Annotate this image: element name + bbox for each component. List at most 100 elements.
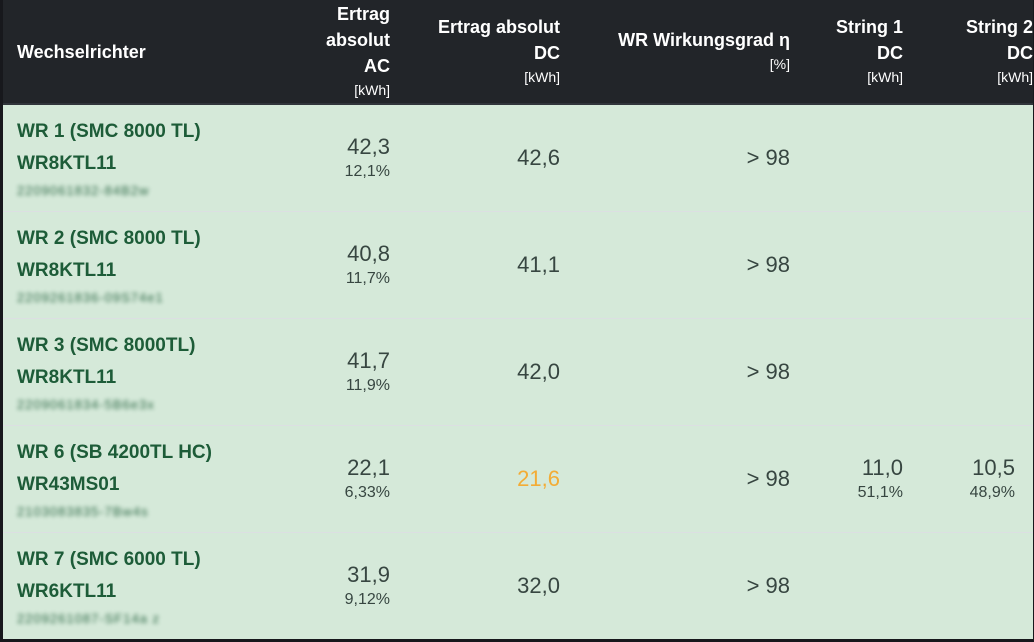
efficiency-cell: > 98	[560, 317, 790, 425]
ac-yield-cell: 22,1 6,33%	[283, 424, 390, 532]
inverter-name: WR 3 (SMC 8000TL)	[17, 335, 196, 356]
inverter-name: WR 7 (SMC 6000 TL)	[17, 549, 201, 571]
col-header-label: Wechselrichter	[17, 41, 146, 62]
inverter-model: WR8KTL11	[17, 153, 117, 175]
ac-yield-percent: 6,33%	[344, 483, 390, 501]
dc-yield-cell: 42,6	[390, 104, 560, 211]
inverter-serial-redacted: 2209261836-09S74e1	[17, 290, 164, 305]
col-header-label: String 2	[965, 17, 1033, 37]
string2-cell	[903, 210, 1033, 318]
inverter-model: WR8KTL11	[17, 367, 117, 388]
efficiency-value: > 98	[746, 466, 790, 491]
inverter-row-wr7: WR 7 (SMC 6000 TL) WR6KTL11 2209261087-S…	[3, 531, 1033, 639]
dc-yield-cell: 32,0	[390, 531, 560, 639]
string1-cell	[790, 531, 903, 639]
inverter-row-wr3: WR 3 (SMC 8000TL) WR8KTL11 2209061834-5B…	[3, 317, 1033, 425]
inverter-name-cell: WR 2 (SMC 8000 TL) WR8KTL11 2209261836-0…	[3, 210, 283, 318]
efficiency-cell: > 98	[560, 531, 790, 639]
inverter-row-wr1: WR 1 (SMC 8000 TL) WR8KTL11 2209061832-8…	[3, 104, 1033, 211]
dc-yield-cell: 42,0	[390, 317, 560, 425]
table-body: WR 1 (SMC 8000 TL) WR8KTL11 2209061832-8…	[3, 104, 1033, 639]
col-header-sublabel: DC	[1007, 43, 1033, 63]
col-header-sublabel: DC	[877, 43, 903, 63]
string2-percent: 48,9%	[969, 483, 1015, 501]
header-row: Wechselrichter Ertrag absolut AC [kWh] E…	[3, 0, 1033, 105]
efficiency-value: > 98	[746, 359, 790, 384]
col-header-unit: [kWh]	[867, 69, 903, 85]
ac-yield-cell: 31,9 9,12%	[283, 531, 390, 639]
ac-yield-percent: 9,12%	[344, 590, 390, 608]
col-header-string2: String 2 DC [kWh]	[903, 0, 1033, 105]
col-header-string1: String 1 DC [kWh]	[790, 0, 903, 105]
ac-yield-cell: 41,7 11,9%	[283, 317, 390, 425]
ac-yield-percent: 12,1%	[344, 162, 390, 180]
efficiency-cell: > 98	[560, 424, 790, 532]
inverter-name: WR 6 (SB 4200TL HC)	[17, 442, 212, 463]
ac-yield-value: 22,1	[347, 454, 390, 480]
inverter-row-wr6: WR 6 (SB 4200TL HC) WR43MS01 2103083835-…	[3, 424, 1033, 532]
col-header-unit: [kWh]	[524, 69, 560, 85]
dc-yield-value: 32,0	[517, 573, 560, 599]
string2-cell	[903, 317, 1033, 425]
ac-yield-value: 41,7	[347, 347, 390, 373]
col-header-sublabel: DC	[534, 43, 560, 63]
col-header-ertrag-ac: Ertrag absolut AC [kWh]	[283, 0, 390, 105]
table-header: Wechselrichter Ertrag absolut AC [kWh] E…	[3, 0, 1033, 105]
inverter-row-wr2: WR 2 (SMC 8000 TL) WR8KTL11 2209261836-0…	[3, 210, 1033, 318]
col-header-wechselrichter: Wechselrichter	[3, 0, 283, 105]
string1-cell: 11,0 51,1%	[790, 424, 903, 532]
inverter-model: WR6KTL11	[17, 581, 117, 603]
inverter-model: WR43MS01	[17, 474, 120, 495]
col-header-unit: [%]	[769, 56, 790, 72]
ac-yield-value: 31,9	[347, 561, 390, 587]
col-header-sublabel: AC	[364, 56, 390, 76]
string1-cell	[790, 104, 903, 211]
dc-yield-cell: 21,6	[390, 424, 560, 532]
dc-yield-value-warning: 21,6	[517, 466, 560, 491]
string2-cell	[903, 531, 1033, 639]
col-header-label: WR Wirkungsgrad η	[618, 30, 790, 50]
col-header-unit: [kWh]	[997, 69, 1033, 85]
inverter-name: WR 1 (SMC 8000 TL)	[17, 121, 201, 143]
inverter-name: WR 2 (SMC 8000 TL)	[17, 228, 201, 249]
ac-yield-value: 40,8	[347, 240, 390, 266]
efficiency-value: > 98	[746, 252, 790, 277]
ac-yield-percent: 11,9%	[345, 376, 390, 394]
col-header-label: String 1	[835, 17, 903, 37]
inverter-name-cell: WR 6 (SB 4200TL HC) WR43MS01 2103083835-…	[3, 424, 283, 532]
efficiency-cell: > 98	[560, 104, 790, 211]
col-header-label: Ertrag absolut	[325, 4, 390, 50]
inverter-name-cell: WR 1 (SMC 8000 TL) WR8KTL11 2209061832-8…	[3, 104, 283, 211]
efficiency-value: > 98	[746, 145, 790, 171]
inverter-serial-redacted: 2209261087-SF14a z	[17, 611, 161, 627]
inverter-model: WR8KTL11	[17, 260, 117, 281]
efficiency-cell: > 98	[560, 210, 790, 318]
string2-cell	[903, 104, 1033, 211]
col-header-wirkungsgrad: WR Wirkungsgrad η [%]	[560, 0, 790, 105]
ac-yield-value: 42,3	[347, 133, 390, 159]
string2-value: 10,5	[972, 454, 1015, 480]
inverter-name-cell: WR 3 (SMC 8000TL) WR8KTL11 2209061834-5B…	[3, 317, 283, 425]
dc-yield-value: 42,6	[517, 145, 560, 171]
inverter-serial-redacted: 2209061832-84B2w	[17, 183, 150, 199]
col-header-ertrag-dc: Ertrag absolut DC [kWh]	[390, 0, 560, 105]
string1-percent: 51,1%	[857, 483, 903, 501]
col-header-label: Ertrag absolut	[437, 17, 560, 37]
inverter-serial-redacted: 2103083835-7Bw4s	[17, 504, 149, 519]
inverter-serial-redacted: 2209061834-5B6e3x	[17, 397, 155, 412]
dc-yield-value: 42,0	[517, 359, 560, 384]
string2-cell: 10,5 48,9%	[903, 424, 1033, 532]
dc-yield-value: 41,1	[517, 252, 560, 277]
efficiency-value: > 98	[746, 573, 790, 599]
ac-yield-cell: 40,8 11,7%	[283, 210, 390, 318]
inverter-name-cell: WR 7 (SMC 6000 TL) WR6KTL11 2209261087-S…	[3, 531, 283, 639]
dc-yield-cell: 41,1	[390, 210, 560, 318]
string1-cell	[790, 210, 903, 318]
col-header-unit: [kWh]	[354, 82, 390, 98]
inverter-table: Wechselrichter Ertrag absolut AC [kWh] E…	[3, 0, 1033, 639]
ac-yield-cell: 42,3 12,1%	[283, 104, 390, 211]
string1-cell	[790, 317, 903, 425]
ac-yield-percent: 11,7%	[345, 269, 390, 287]
string1-value: 11,0	[861, 454, 903, 480]
